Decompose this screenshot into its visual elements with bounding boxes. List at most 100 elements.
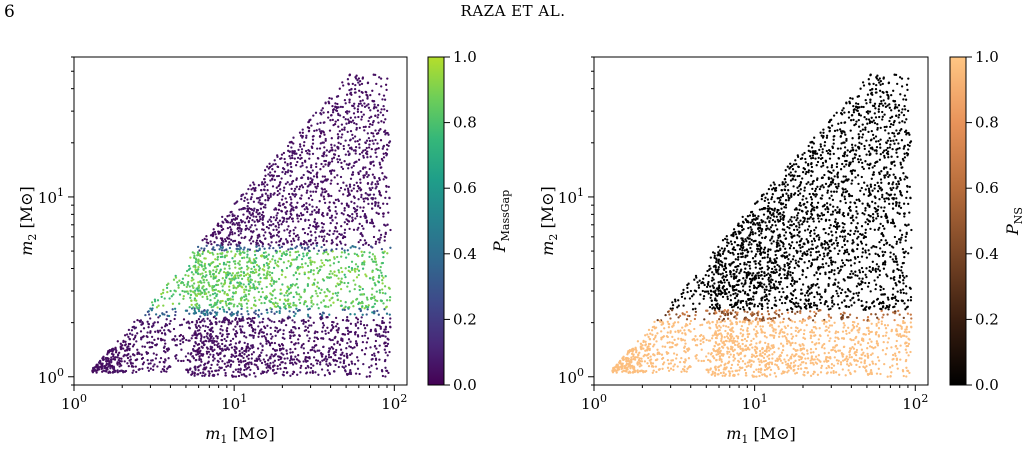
massgap-point xyxy=(375,211,378,214)
massgap-point xyxy=(359,102,362,105)
massgap-point xyxy=(371,270,374,274)
massgap-point xyxy=(346,341,349,345)
ns-point xyxy=(754,253,758,256)
massgap-point xyxy=(335,237,338,240)
massgap-point xyxy=(302,342,305,346)
ns-point xyxy=(750,363,753,366)
massgap-point xyxy=(338,87,341,90)
massgap-point xyxy=(375,267,378,271)
massgap-point xyxy=(208,251,212,255)
massgap-point xyxy=(248,217,252,220)
massgap-point xyxy=(303,231,307,235)
massgap-point xyxy=(323,175,327,178)
massgap-point xyxy=(160,295,163,299)
massgap-point xyxy=(359,215,362,219)
massgap-point xyxy=(238,325,242,328)
massgap-point xyxy=(258,267,262,270)
massgap-point xyxy=(326,232,329,236)
massgap-point xyxy=(338,271,341,274)
massgap-point xyxy=(389,326,392,329)
ns-point xyxy=(880,170,883,173)
ns-point xyxy=(738,320,742,323)
massgap-point xyxy=(363,215,366,218)
massgap-point xyxy=(373,103,376,106)
massgap-point xyxy=(289,336,292,340)
ns-point xyxy=(771,193,774,196)
massgap-point xyxy=(156,365,159,368)
massgap-point xyxy=(218,290,222,294)
massgap-point xyxy=(346,118,350,121)
massgap-point xyxy=(361,254,364,258)
massgap-point xyxy=(298,214,301,218)
massgap-point xyxy=(259,276,262,280)
massgap-point xyxy=(310,145,313,148)
ns-point xyxy=(774,375,778,378)
massgap-point xyxy=(150,325,154,328)
massgap-plot-frame xyxy=(73,56,408,386)
massgap-point xyxy=(230,218,234,222)
massgap-point xyxy=(247,346,250,349)
massgap-point xyxy=(300,246,304,249)
ns-point xyxy=(764,341,767,345)
massgap-point xyxy=(304,359,307,362)
ns-point xyxy=(726,352,729,355)
massgap-point xyxy=(384,351,387,354)
massgap-point xyxy=(384,292,387,295)
massgap-point xyxy=(260,328,263,331)
massgap-point xyxy=(277,277,281,281)
massgap-point xyxy=(346,356,349,359)
massgap-point xyxy=(260,255,263,258)
massgap-point xyxy=(266,258,269,261)
massgap-point xyxy=(262,223,265,226)
massgap-point xyxy=(215,244,219,247)
massgap-point xyxy=(275,234,279,237)
massgap-point xyxy=(260,351,263,354)
massgap-point xyxy=(125,354,128,357)
massgap-point xyxy=(230,274,233,277)
massgap-point xyxy=(223,316,226,320)
massgap-point xyxy=(210,339,214,342)
massgap-point xyxy=(277,208,281,211)
massgap-point xyxy=(234,325,237,328)
massgap-point xyxy=(145,352,149,355)
massgap-point xyxy=(262,358,265,361)
massgap-point xyxy=(266,311,269,314)
ns-point xyxy=(878,158,882,161)
massgap-point xyxy=(382,144,386,148)
ns-point xyxy=(798,184,801,188)
massgap-point xyxy=(306,170,309,173)
massgap-point xyxy=(229,231,232,234)
massgap-point xyxy=(240,229,243,233)
massgap-point xyxy=(243,221,247,224)
massgap-point xyxy=(354,245,357,249)
massgap-point xyxy=(377,129,381,132)
massgap-point xyxy=(271,185,275,188)
massgap-point xyxy=(199,364,202,367)
ns-point xyxy=(874,202,877,205)
massgap-point xyxy=(266,364,269,367)
massgap-point xyxy=(357,105,360,108)
massgap-point xyxy=(147,322,150,326)
massgap-point xyxy=(340,211,343,215)
massgap-point xyxy=(258,199,261,202)
massgap-point xyxy=(326,212,329,215)
massgap-point xyxy=(388,295,392,299)
massgap-point xyxy=(113,358,117,361)
massgap-point xyxy=(143,345,147,348)
ns-point xyxy=(868,110,872,113)
massgap-point xyxy=(269,179,272,182)
massgap-point xyxy=(347,121,351,125)
ns-point xyxy=(860,175,863,179)
massgap-point xyxy=(228,321,232,324)
massgap-point xyxy=(217,369,220,372)
massgap-point xyxy=(108,370,111,373)
massgap-point xyxy=(345,163,348,166)
massgap-point xyxy=(328,209,331,212)
ns-point xyxy=(766,250,770,253)
massgap-point xyxy=(359,170,362,173)
massgap-point xyxy=(340,337,343,340)
massgap-point xyxy=(254,304,257,307)
massgap-point xyxy=(309,177,312,180)
ns-point xyxy=(758,234,761,237)
massgap-point xyxy=(257,265,260,268)
